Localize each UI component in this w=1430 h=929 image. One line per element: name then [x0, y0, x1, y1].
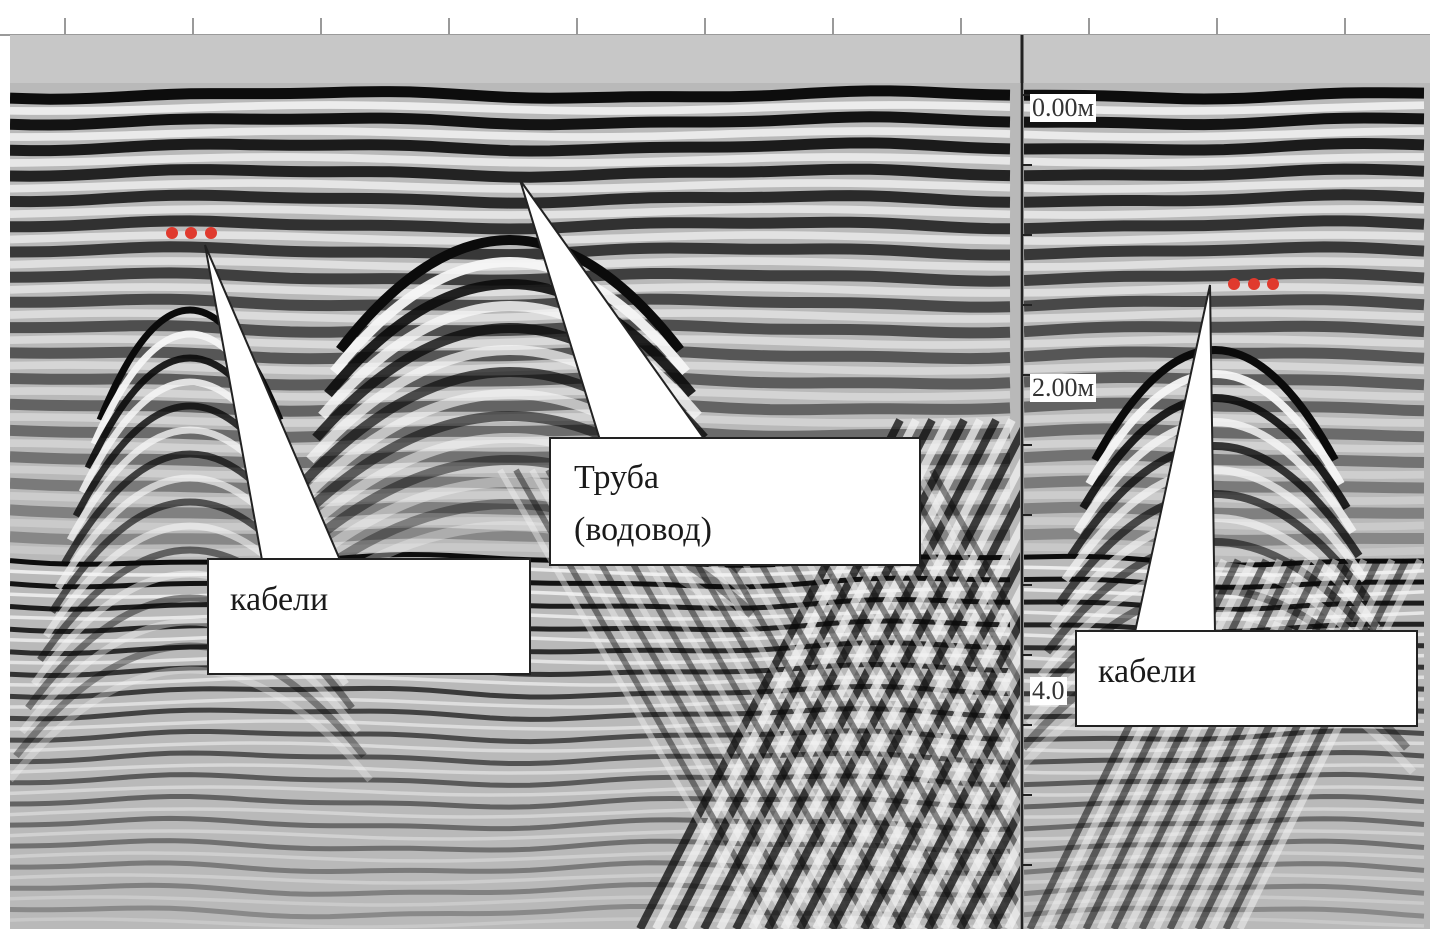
cable-markers — [166, 227, 1279, 290]
pipe-label-line2: (водовод) — [574, 511, 712, 548]
cable-marker-dot — [205, 227, 217, 239]
cable-marker-dot — [1228, 278, 1240, 290]
cables-left-callout-box — [207, 558, 531, 675]
pipe-label-line1: Труба — [574, 459, 659, 496]
cable-marker-dot — [166, 227, 178, 239]
air-band — [10, 35, 1430, 83]
cables-right-callout-box — [1075, 630, 1418, 727]
cable-marker-dot — [1248, 278, 1260, 290]
top-ruler — [0, 18, 1430, 36]
cables-left-label: кабели — [230, 581, 329, 618]
depth-label-0m: 0.00м — [1030, 93, 1096, 122]
cable-marker-dot — [1267, 278, 1279, 290]
depth-label-2m: 2.00м — [1030, 373, 1096, 402]
cables-right-label: кабели — [1098, 653, 1197, 690]
pipe-callout-box — [549, 437, 921, 566]
cable-marker-dot — [185, 227, 197, 239]
right-panel — [1024, 83, 1430, 929]
depth-label-4m: 4.0 — [1030, 676, 1067, 705]
left-panel — [10, 83, 1020, 929]
